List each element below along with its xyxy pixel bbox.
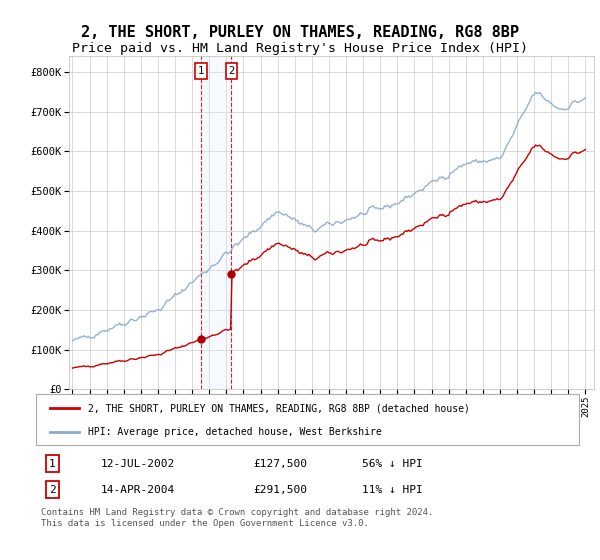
Text: 2, THE SHORT, PURLEY ON THAMES, READING, RG8 8BP: 2, THE SHORT, PURLEY ON THAMES, READING,… xyxy=(81,25,519,40)
Text: 2: 2 xyxy=(49,484,56,494)
Text: 11% ↓ HPI: 11% ↓ HPI xyxy=(362,484,422,494)
Text: HPI: Average price, detached house, West Berkshire: HPI: Average price, detached house, West… xyxy=(88,427,382,437)
Text: 56% ↓ HPI: 56% ↓ HPI xyxy=(362,459,422,469)
Text: 1: 1 xyxy=(198,66,205,76)
Text: 12-JUL-2002: 12-JUL-2002 xyxy=(101,459,175,469)
Text: 14-APR-2004: 14-APR-2004 xyxy=(101,484,175,494)
Text: £291,500: £291,500 xyxy=(253,484,307,494)
Text: 2, THE SHORT, PURLEY ON THAMES, READING, RG8 8BP (detached house): 2, THE SHORT, PURLEY ON THAMES, READING,… xyxy=(88,403,469,413)
Bar xyxy=(201,56,231,389)
Text: Contains HM Land Registry data © Crown copyright and database right 2024.
This d: Contains HM Land Registry data © Crown c… xyxy=(41,508,434,528)
Text: 1: 1 xyxy=(49,459,56,469)
Text: £127,500: £127,500 xyxy=(253,459,307,469)
Text: 2: 2 xyxy=(228,66,235,76)
Text: Price paid vs. HM Land Registry's House Price Index (HPI): Price paid vs. HM Land Registry's House … xyxy=(72,42,528,55)
